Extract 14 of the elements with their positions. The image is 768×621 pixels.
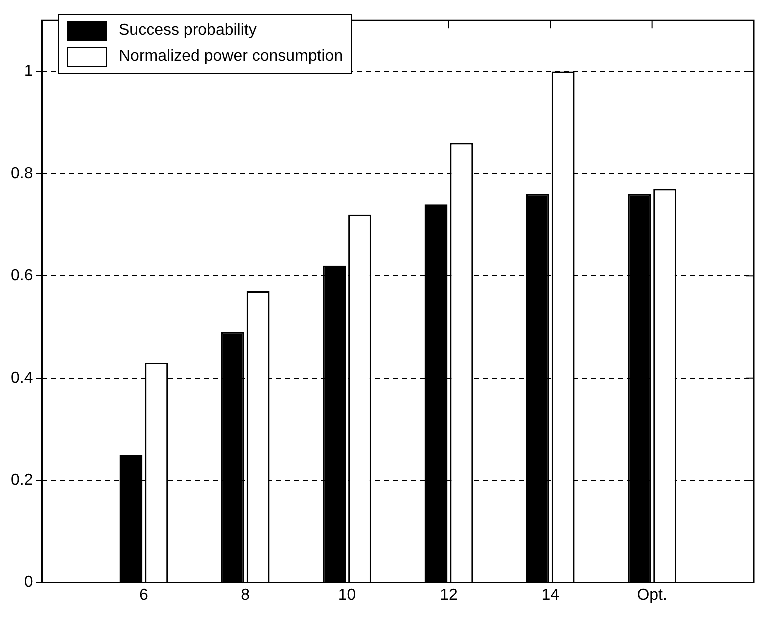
x-tick-label: 8 — [241, 586, 250, 604]
y-tick-label: 0 — [24, 574, 34, 592]
y-tick-label: 0.8 — [10, 165, 34, 182]
y-tick-label: 0.2 — [10, 472, 34, 489]
x-tick-label: 6 — [139, 586, 148, 604]
y-tick-label: 0.6 — [10, 268, 34, 285]
x-tick-label: 10 — [338, 586, 356, 604]
y-tick-label: 1 — [24, 63, 34, 80]
y-tick-label: 0.4 — [10, 370, 34, 387]
x-tick-label: 14 — [542, 586, 560, 604]
legend-label: Success probability — [119, 21, 257, 41]
x-tick-label: Opt. — [637, 586, 668, 604]
x-tick-label: 12 — [440, 586, 458, 604]
legend-label: Normalized power consumption — [119, 47, 344, 67]
